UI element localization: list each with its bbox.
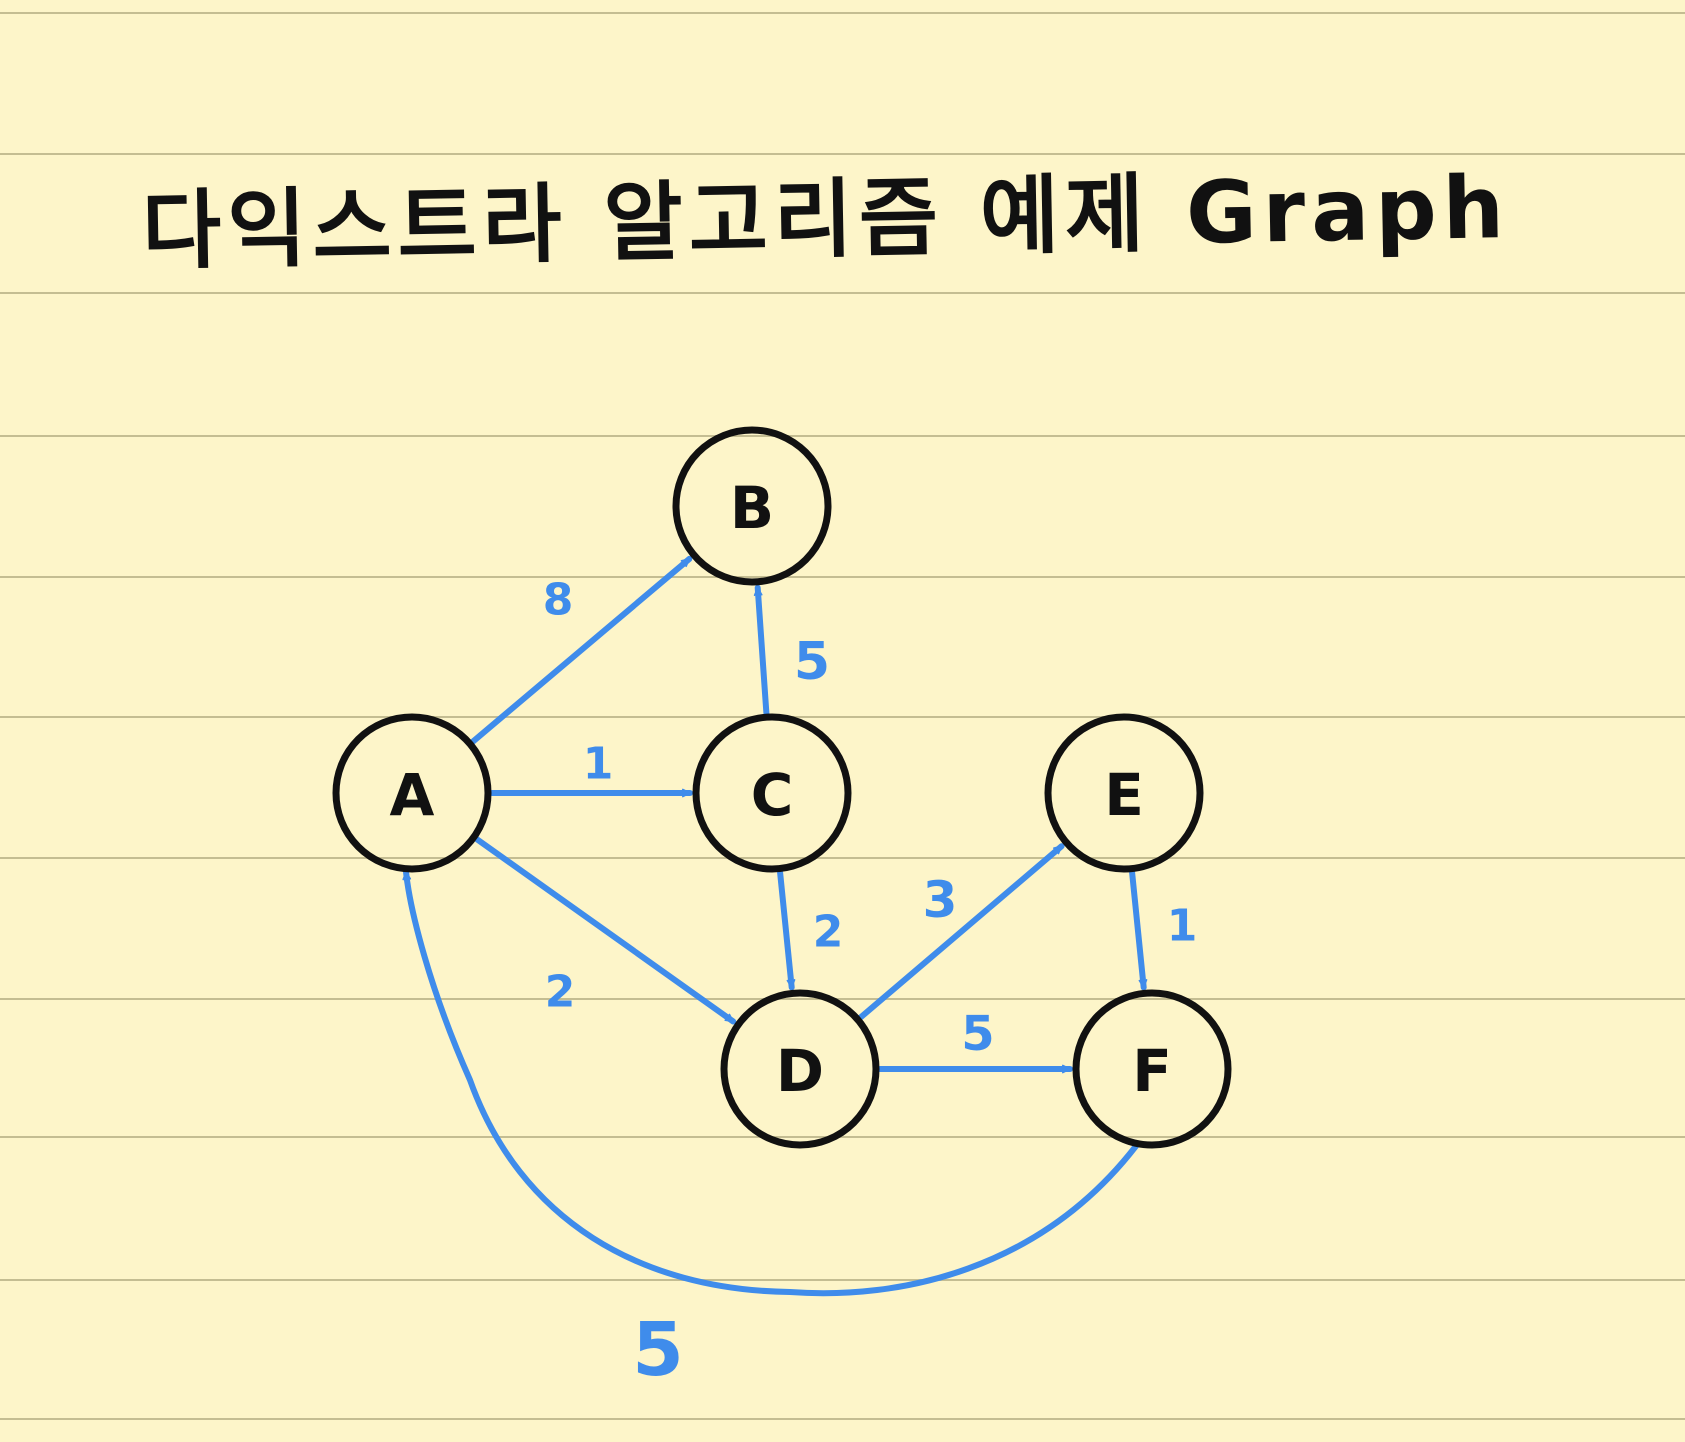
node-f: F	[1072, 989, 1232, 1149]
ruled-line	[0, 857, 1685, 859]
edge-weight-e-f: 1	[1167, 901, 1198, 952]
node-circle	[1072, 989, 1232, 1149]
edge-weight-f-a: 5	[632, 1307, 684, 1393]
edge-a-b	[470, 555, 693, 745]
node-circle	[332, 713, 492, 873]
node-label: C	[751, 761, 794, 829]
node-b: B	[672, 426, 832, 586]
ruled-line	[0, 576, 1685, 578]
ruled-line	[0, 12, 1685, 14]
node-e: E	[1044, 713, 1204, 873]
node-circle	[720, 989, 880, 1149]
node-label: B	[730, 474, 774, 542]
node-c: C	[692, 713, 852, 873]
node-a: A	[332, 713, 492, 873]
edge-c-d	[777, 869, 796, 991]
node-d: D	[720, 989, 880, 1149]
edge-weight-a-d: 2	[545, 967, 576, 1018]
node-circle	[672, 426, 832, 586]
node-circle	[1044, 713, 1204, 873]
edge-weight-a-b: 8	[543, 575, 574, 626]
edge-a-d	[474, 836, 737, 1025]
edge-weight-c-d: 2	[813, 907, 844, 958]
edge-d-e	[857, 843, 1065, 1021]
edge-weight-d-f: 5	[961, 1006, 994, 1062]
node-label: D	[776, 1037, 824, 1105]
ruled-line	[0, 998, 1685, 1000]
nodes-layer: A B C D E F	[332, 426, 1232, 1149]
edge-f-a	[402, 869, 1139, 1297]
ruled-line	[0, 1418, 1685, 1420]
edge-e-f	[1129, 869, 1148, 991]
ruled-line	[0, 153, 1685, 155]
edge-weight-d-e: 3	[923, 871, 958, 929]
edge-weight-a-c: 1	[583, 739, 614, 790]
ruled-line	[0, 716, 1685, 718]
ruled-line	[0, 1279, 1685, 1281]
edges-layer	[402, 555, 1148, 1297]
node-label: A	[390, 761, 435, 829]
ruled-line	[0, 292, 1685, 294]
edge-c-b	[753, 584, 770, 717]
weights-layer: 8 1 2 5 2 3 5 1 5	[543, 575, 1198, 1394]
ruled-line	[0, 1136, 1685, 1138]
node-label: F	[1132, 1037, 1172, 1105]
edge-weight-c-b: 5	[794, 632, 830, 692]
node-label: E	[1104, 761, 1144, 829]
ruled-line	[0, 435, 1685, 437]
node-circle	[692, 713, 852, 873]
